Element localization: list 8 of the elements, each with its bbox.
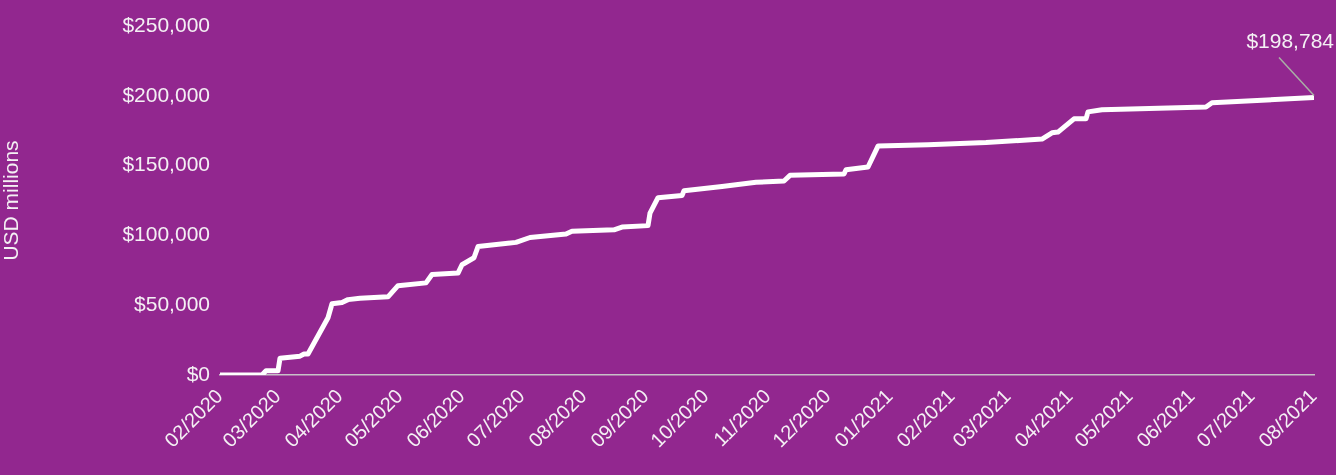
y-axis-title: USD millions xyxy=(0,140,23,261)
y-tick-label: $100,000 xyxy=(122,222,210,246)
annotation: $198,784 xyxy=(1246,28,1335,52)
y-tick-label: $250,000 xyxy=(122,12,210,36)
y-tick-label: $150,000 xyxy=(122,152,210,176)
y-tick-label: $0 xyxy=(186,361,210,385)
y-tick-label: $50,000 xyxy=(134,292,210,315)
y-tick-label: $200,000 xyxy=(122,82,210,106)
